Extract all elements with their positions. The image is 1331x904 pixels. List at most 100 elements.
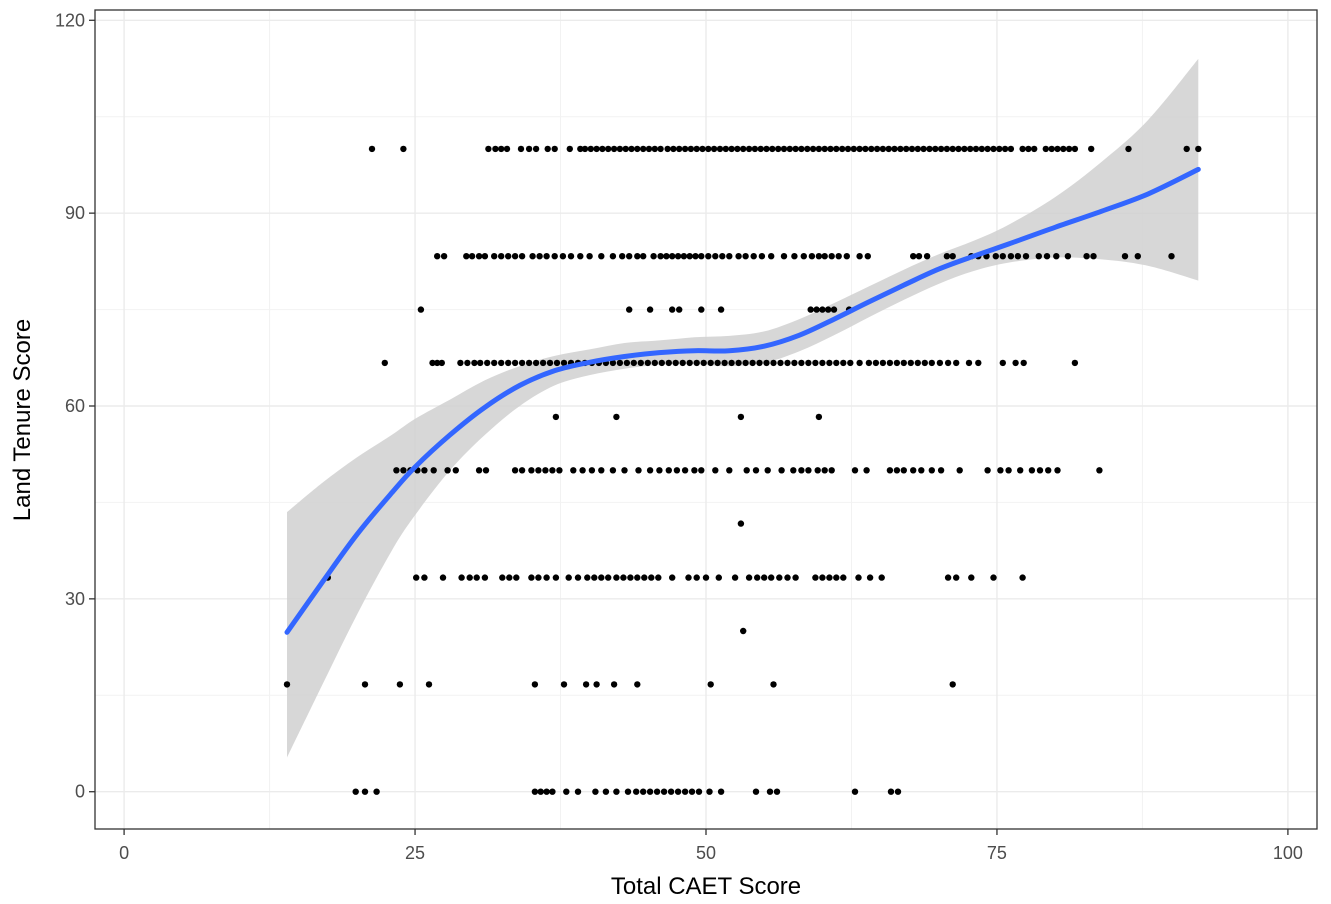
data-point (833, 359, 840, 367)
y-tick-label: 30 (65, 589, 85, 609)
data-point (582, 681, 590, 688)
data-point (734, 145, 741, 153)
data-point (491, 359, 498, 367)
data-point (482, 467, 490, 474)
data-point (563, 788, 570, 795)
data-point (715, 574, 722, 581)
data-point (425, 681, 433, 688)
data-point (949, 681, 956, 688)
data-point (531, 681, 539, 688)
data-point (1168, 253, 1175, 260)
data-point (551, 253, 558, 260)
data-point (840, 574, 847, 581)
data-point (481, 253, 489, 260)
data-point (518, 467, 526, 474)
data-point (903, 145, 910, 153)
data-point (726, 467, 733, 474)
data-point (769, 145, 776, 153)
data-point (616, 145, 624, 153)
data-point (610, 681, 618, 688)
data-point (1007, 145, 1015, 153)
data-point (1054, 467, 1061, 474)
data-point (805, 467, 812, 474)
data-point (628, 145, 635, 153)
data-point (894, 788, 902, 795)
data-point (968, 574, 975, 581)
data-point (635, 467, 642, 474)
data-point (620, 574, 627, 581)
data-point (687, 145, 695, 153)
data-point (851, 788, 859, 795)
data-point (756, 359, 763, 367)
data-point (599, 145, 606, 153)
data-point (543, 788, 550, 795)
data-point (559, 253, 567, 260)
data-point (710, 145, 718, 153)
y-tick-label: 120 (55, 10, 85, 30)
data-point (693, 359, 700, 367)
data-point (503, 145, 511, 153)
data-point (693, 145, 700, 153)
data-point (792, 574, 799, 581)
data-point (669, 306, 676, 313)
data-point (609, 359, 617, 367)
data-point (953, 359, 960, 367)
x-tick-label: 0 (119, 843, 129, 863)
data-point (721, 359, 728, 367)
data-point (484, 359, 491, 367)
data-point (800, 253, 807, 260)
data-point (361, 681, 369, 688)
data-point (698, 306, 705, 313)
data-point (511, 253, 519, 260)
data-point (815, 413, 823, 421)
data-point (815, 145, 823, 153)
data-point (549, 788, 556, 795)
data-point (956, 467, 963, 474)
data-point (640, 253, 647, 260)
data-point (574, 574, 582, 581)
data-point (955, 145, 962, 153)
data-point (584, 574, 591, 581)
data-point (752, 467, 760, 474)
data-point (821, 145, 828, 153)
data-point (681, 788, 689, 795)
data-point (763, 145, 770, 153)
data-point (1022, 253, 1030, 260)
data-point (900, 359, 907, 367)
data-point (984, 145, 991, 153)
data-point (616, 359, 624, 367)
data-point (438, 359, 445, 367)
y-axis-title: Land Tenure Score (9, 319, 36, 521)
x-tick-label: 50 (696, 843, 716, 863)
data-point (539, 359, 547, 367)
data-point (1012, 359, 1019, 367)
data-point (992, 253, 999, 260)
data-point (368, 145, 376, 153)
data-point (758, 253, 766, 260)
data-point (828, 467, 835, 474)
data-point (624, 788, 632, 795)
data-point (984, 467, 991, 474)
data-point (658, 359, 665, 367)
data-point (1134, 253, 1142, 260)
data-point (764, 467, 771, 474)
data-point (532, 359, 540, 367)
data-point (664, 145, 671, 153)
data-point (791, 359, 798, 367)
data-point (681, 145, 689, 153)
data-point (798, 145, 805, 153)
data-point (633, 788, 640, 795)
data-point (819, 359, 826, 367)
data-point (609, 253, 617, 260)
data-point (673, 467, 681, 474)
data-point (691, 467, 698, 474)
data-point (417, 306, 425, 313)
data-point (828, 253, 835, 260)
data-point (812, 359, 819, 367)
data-point (518, 359, 526, 367)
data-point (429, 359, 436, 367)
data-point (1071, 145, 1079, 153)
data-point (863, 467, 870, 474)
data-point (809, 145, 817, 153)
data-point (588, 467, 596, 474)
